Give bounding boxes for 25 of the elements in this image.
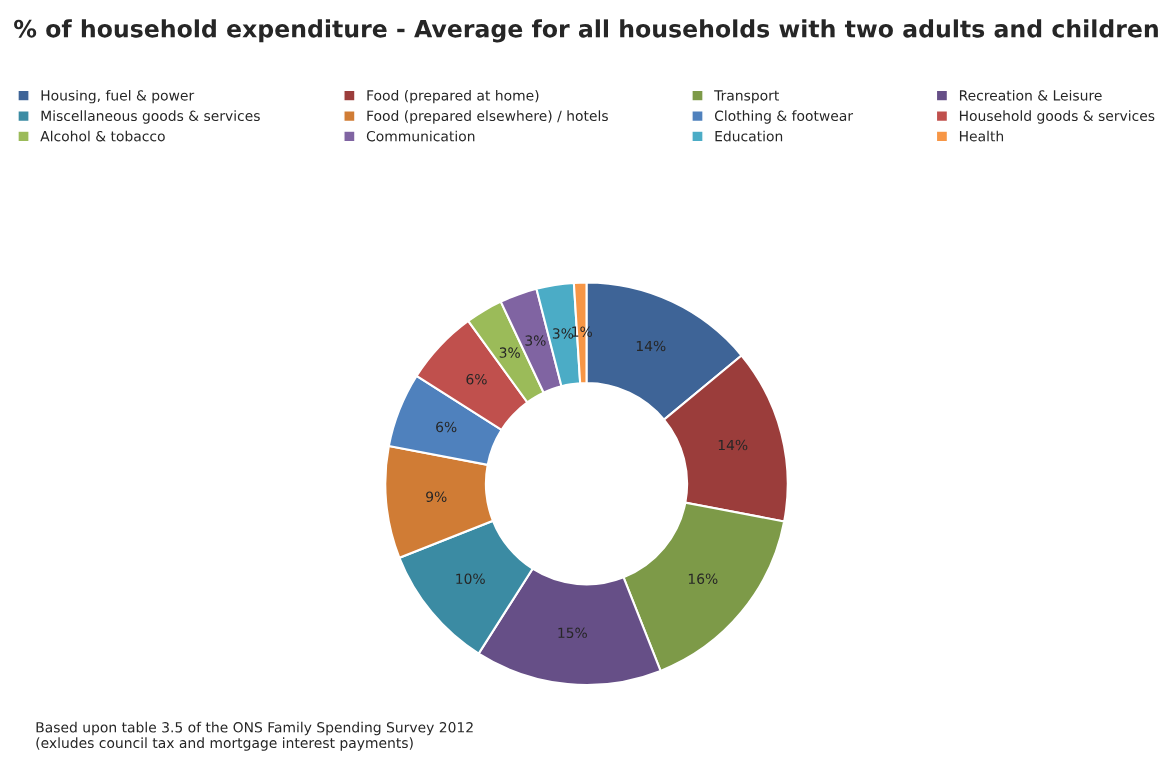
legend-label: Miscellaneous goods & services — [41, 110, 260, 124]
legend-label: Communication — [366, 130, 475, 142]
legend-label: Transport — [714, 90, 779, 104]
legend-label: Housing, fuel & power — [41, 89, 195, 104]
legend-label: Alcohol & tobacco — [40, 130, 165, 142]
data-label: 14% — [718, 439, 748, 451]
legend-label: Education — [715, 130, 783, 142]
legend-label: Food (prepared at home) — [367, 89, 539, 104]
legend-label: Clothing & footwear — [714, 110, 854, 124]
data-label: 15% — [558, 627, 587, 639]
data-label: 14% — [636, 340, 666, 352]
chart-title: % of household expenditure - Average for all households with two adults and children — [14, 19, 1158, 43]
data-label: 10% — [456, 573, 485, 584]
legend-label: Household goods & services — [959, 110, 1155, 124]
text: Based upon table 3.5 of the ONS Family Spending Survey 2012 (exludes council tax and mortgage interest payments) — [36, 721, 473, 751]
data-label: 6% — [436, 421, 457, 433]
legend-label: Recreation & Leisure — [959, 89, 1102, 101]
data-label: 9% — [426, 491, 447, 502]
data-label: 3% — [525, 335, 546, 346]
data-label: 16% — [688, 573, 718, 584]
legend-label: Food (prepared elsewhere) / hotels — [367, 110, 608, 124]
legend-label: Health — [959, 130, 1004, 142]
data-label: 3% — [499, 347, 520, 358]
data-label: 6% — [466, 373, 487, 385]
data-label: 3% — [552, 328, 574, 339]
